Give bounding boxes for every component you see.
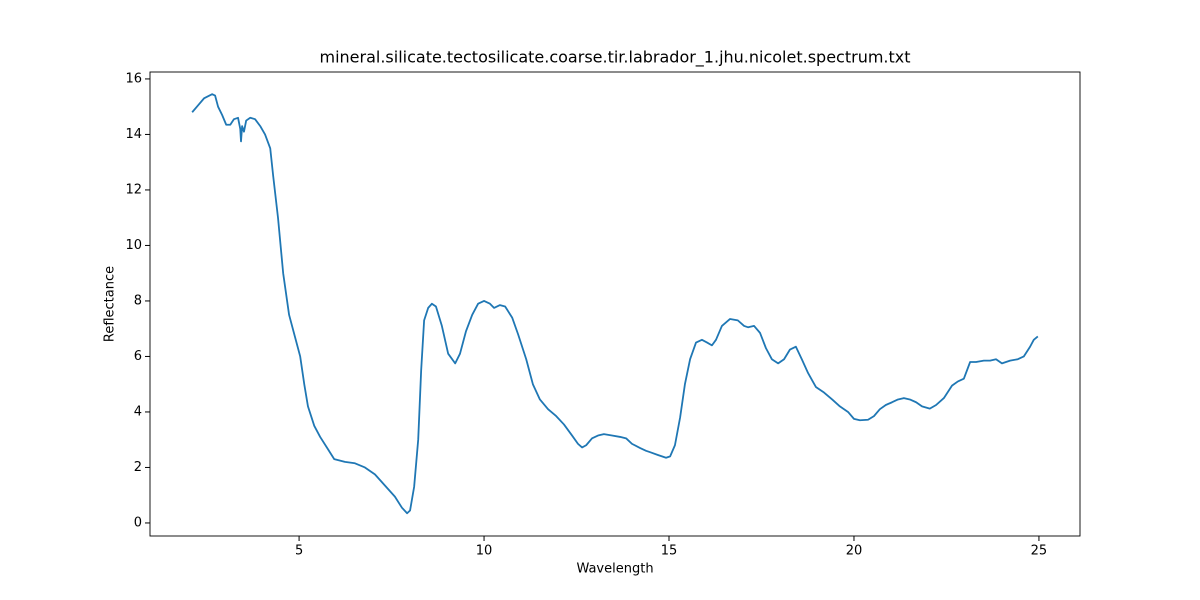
y-tick-label: 4 [134,404,142,419]
chart-title: mineral.silicate.tectosilicate.coarse.ti… [319,48,910,68]
y-tick-label: 12 [125,182,142,197]
y-tick-label: 14 [125,127,142,142]
y-tick-label: 0 [134,515,142,530]
x-tick-label: 25 [1031,544,1048,559]
y-tick-label: 6 [134,349,142,364]
x-axis-label: Wavelength [576,562,653,577]
x-tick-label: 10 [476,544,493,559]
line [191,93,1039,515]
y-tick-label: 16 [125,71,142,86]
y-axis-label: Reflectance [103,266,118,342]
y-tick-label: 8 [134,293,142,308]
y-tick-label: 2 [134,460,142,475]
x-tick-label: 5 [295,544,303,559]
y-tick-label: 10 [125,238,142,253]
plot-frame [149,71,1081,537]
x-tick-label: 20 [846,544,863,559]
x-tick-label: 15 [661,544,678,559]
